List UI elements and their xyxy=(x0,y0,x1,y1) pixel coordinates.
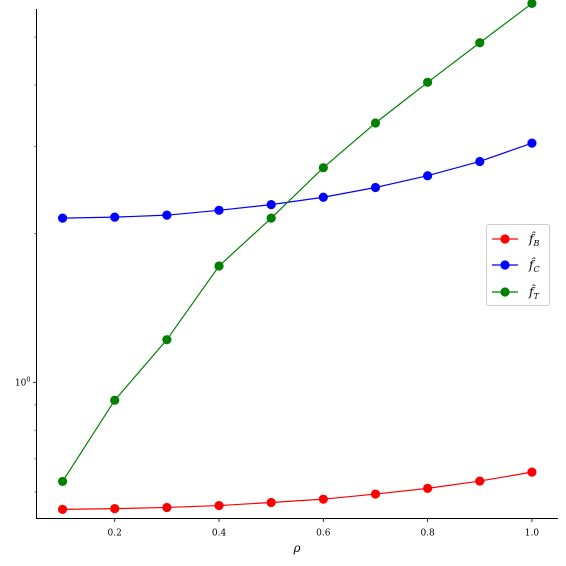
legend-label-ft-main: f̂ xyxy=(528,283,536,299)
x-tick-label-1: 0.4 xyxy=(212,529,227,539)
legend-label-ft: f̂T xyxy=(528,283,539,301)
series-point-fb-1 xyxy=(110,504,120,514)
series-point-fb-7 xyxy=(423,483,433,493)
series-point-fc-3 xyxy=(214,205,224,215)
series-point-fc-4 xyxy=(266,200,276,210)
series-point-fc-6 xyxy=(370,182,381,193)
series-point-fb-6 xyxy=(370,489,381,499)
series-point-ft-8 xyxy=(475,38,485,48)
legend-entry-fc: f̂C xyxy=(492,256,540,274)
legend-marker-fb xyxy=(500,234,510,244)
x-tick-label-4: 1.0 xyxy=(525,529,540,539)
series-point-ft-2 xyxy=(162,335,172,345)
series-point-ft-3 xyxy=(214,261,224,271)
axes xyxy=(36,9,558,519)
legend-label-fc-main: f̂ xyxy=(528,256,536,272)
ticks: 0.2 0.4 0.6 0.8 1.0 100 xyxy=(15,36,540,539)
series-line-ft xyxy=(62,2,533,482)
series-point-ft-6 xyxy=(370,118,381,128)
series-point-ft-7 xyxy=(423,77,433,87)
series-point-ft-0 xyxy=(57,476,68,487)
series-point-fc-8 xyxy=(475,156,485,167)
series-point-fc-0 xyxy=(57,213,68,223)
series-point-fc-2 xyxy=(162,210,172,220)
legend-label-fc: f̂C xyxy=(528,256,540,274)
legend-marker-fc xyxy=(500,260,510,270)
series-point-ft-9 xyxy=(527,0,537,9)
plot-area xyxy=(57,0,537,514)
legend-label-ft-sub: T xyxy=(533,292,539,301)
legend: f̂B f̂C f̂T xyxy=(486,224,550,306)
series-line-fb xyxy=(62,471,533,510)
series-point-fb-9 xyxy=(527,467,537,477)
series-point-fb-2 xyxy=(162,502,172,513)
legend-label-fb-sub: B xyxy=(532,239,539,248)
series-point-fc-7 xyxy=(423,171,433,181)
series-line-fc xyxy=(62,142,533,219)
legend-label-fb-main: f̂ xyxy=(528,230,536,246)
series-point-ft-5 xyxy=(318,163,328,173)
series-point-ft-4 xyxy=(266,213,276,223)
legend-marker-ft xyxy=(500,287,510,297)
series-point-fc-5 xyxy=(318,192,328,202)
y-tick-label-0: 100 xyxy=(15,375,31,388)
x-axis-label: ρ xyxy=(292,541,300,555)
legend-label-fc-sub: C xyxy=(533,265,539,274)
series-point-fb-4 xyxy=(266,497,276,508)
legend-label-fb: f̂B xyxy=(528,230,539,248)
x-tick-label-2: 0.6 xyxy=(316,529,331,539)
series-point-fc-9 xyxy=(527,138,537,148)
x-tick-label-3: 0.8 xyxy=(420,529,435,539)
series-point-fc-1 xyxy=(110,212,120,222)
series-point-fb-5 xyxy=(318,494,328,504)
series-point-fb-0 xyxy=(57,504,68,514)
x-tick-label-0: 0.2 xyxy=(108,529,122,539)
series-point-fb-8 xyxy=(475,476,485,486)
legend-entry-fb: f̂B xyxy=(492,230,539,248)
series-point-fb-3 xyxy=(214,500,224,511)
series-point-ft-1 xyxy=(110,395,120,405)
legend-entry-ft: f̂T xyxy=(492,283,539,301)
